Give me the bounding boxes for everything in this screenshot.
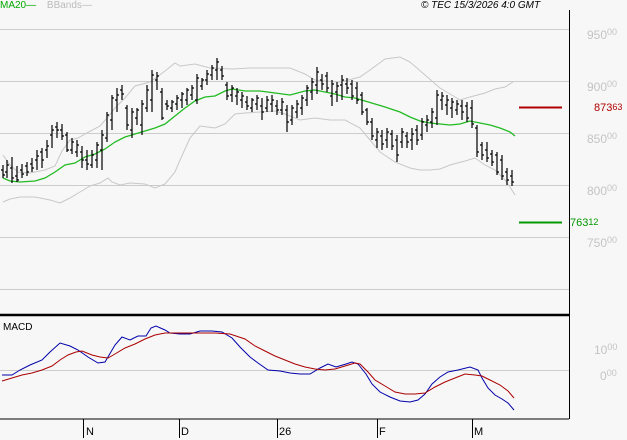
legend-bbands: BBands— [46, 0, 92, 11]
time-tick-feb: F [379, 426, 386, 438]
resistance-level-label: 87363 [594, 102, 623, 114]
bb-upper [2, 56, 514, 174]
price-label-950: 95000 [587, 27, 618, 42]
ohlc-bars [1, 58, 514, 186]
time-tick-mar: M [474, 426, 484, 438]
price-label-800: 80000 [587, 183, 618, 198]
time-tick-dec: D [181, 426, 189, 438]
price-label-900: 90000 [587, 79, 618, 94]
macd-line [2, 325, 515, 411]
price-label-750: 75000 [587, 235, 618, 250]
macd-label-10: 1000 [594, 342, 618, 357]
support-level-label: 76312 [570, 217, 599, 229]
time-tick-2026: 26 [279, 426, 292, 438]
macd-panel-title: MACD [3, 322, 33, 333]
copyright-timestamp: © TEC 15/3/2026 4:0 GMT [421, 0, 541, 11]
price-label-850: 85000 [587, 131, 618, 146]
time-axis-ticks [83, 419, 473, 438]
time-tick-nov: N [86, 426, 94, 438]
macd-signal-line [1, 332, 515, 399]
bb-lower [2, 110, 516, 204]
price-gridlines [0, 29, 569, 290]
ma20-line [2, 88, 516, 183]
legend-ma20: MA20— [0, 0, 37, 11]
chart-legend: MA20— BBands— [0, 0, 92, 12]
macd-label-0: 000 [600, 368, 617, 383]
bollinger-bands [2, 56, 516, 204]
